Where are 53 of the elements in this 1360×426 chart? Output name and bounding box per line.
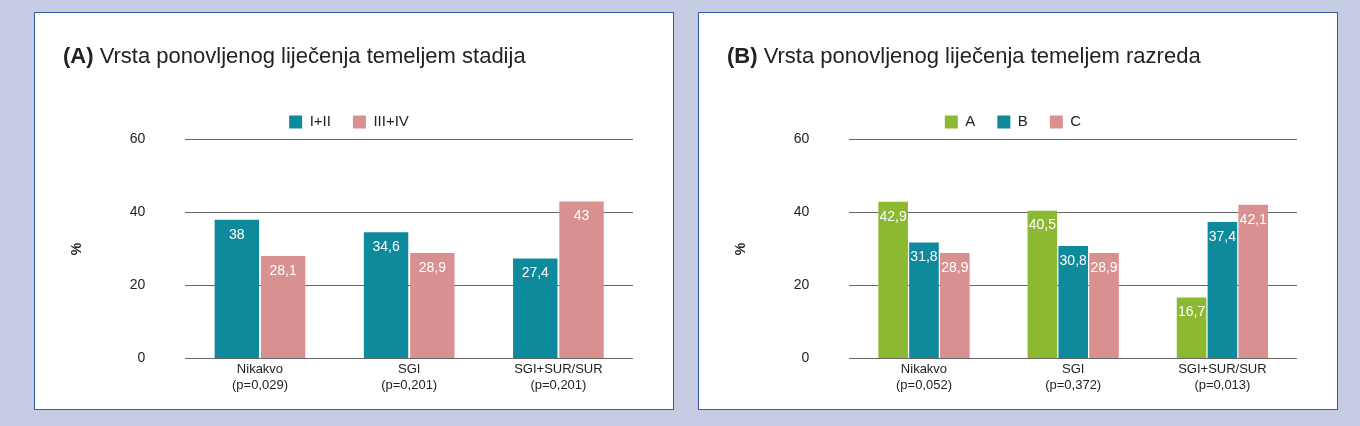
data-label: 28,9 [1090, 258, 1118, 275]
bar [1238, 204, 1269, 359]
bar [214, 219, 260, 359]
data-label: 28,1 [269, 261, 297, 278]
data-label: 16,7 [1177, 303, 1206, 320]
bar [940, 253, 970, 359]
data-label: 42,9 [879, 207, 907, 224]
bar [410, 253, 455, 359]
y-tick-label: 0 [137, 349, 146, 366]
bar [1027, 210, 1058, 359]
y-tick-label: 60 [129, 130, 146, 147]
y-tick-label: 40 [129, 203, 146, 220]
bar [1207, 221, 1238, 359]
data-label: 38 [229, 225, 245, 242]
y-axis-title: % [68, 242, 85, 256]
x-tick-label: Nikakvo (p=0,052) [895, 360, 952, 392]
x-tick-label: SGI (p=0,201) [381, 360, 438, 392]
data-label: 27,4 [521, 264, 550, 281]
y-axis-title: % [732, 242, 749, 256]
legend-label: C [1070, 112, 1082, 130]
bar [1058, 246, 1088, 359]
data-label: 28,9 [941, 258, 969, 275]
y-tick-label: 0 [801, 349, 810, 366]
data-label: 42,1 [1239, 210, 1268, 227]
data-label: 40,5 [1028, 216, 1057, 233]
legend-label: A [965, 112, 976, 130]
bar [909, 242, 939, 359]
bar [1176, 297, 1207, 359]
x-tick-label: SGI+SUR/SUR (p=0,013) [1178, 360, 1267, 392]
data-label: 31,8 [910, 248, 938, 265]
data-label: 37,4 [1208, 227, 1237, 244]
x-tick-label: Nikakvo (p=0,029) [231, 360, 288, 392]
bar [260, 255, 306, 359]
bar [363, 232, 409, 359]
chart-title: (B) Vrsta ponovljenog liječenja temeljem razreda [727, 43, 1201, 69]
x-tick-label: SGI (p=0,372) [1045, 360, 1102, 392]
bar [559, 201, 604, 359]
data-label: 34,6 [372, 238, 400, 255]
y-tick-label: 20 [129, 276, 146, 293]
y-tick-label: 60 [793, 130, 810, 147]
bar [513, 258, 558, 359]
legend-label: III+IV [373, 112, 409, 130]
x-tick-label: SGI+SUR/SUR (p=0,201) [514, 360, 603, 392]
data-label: 30,8 [1059, 251, 1088, 268]
bar [878, 201, 908, 359]
data-label: 43 [573, 207, 590, 224]
bar [1089, 253, 1119, 359]
chart-title: (A) Vrsta ponovljenog liječenja temeljem stadija [63, 43, 526, 69]
y-tick-label: 20 [793, 276, 810, 293]
y-tick-label: 40 [793, 203, 810, 220]
legend-label: B [1017, 112, 1028, 130]
data-label: 28,9 [418, 258, 447, 275]
legend-label: I+II [309, 112, 331, 130]
